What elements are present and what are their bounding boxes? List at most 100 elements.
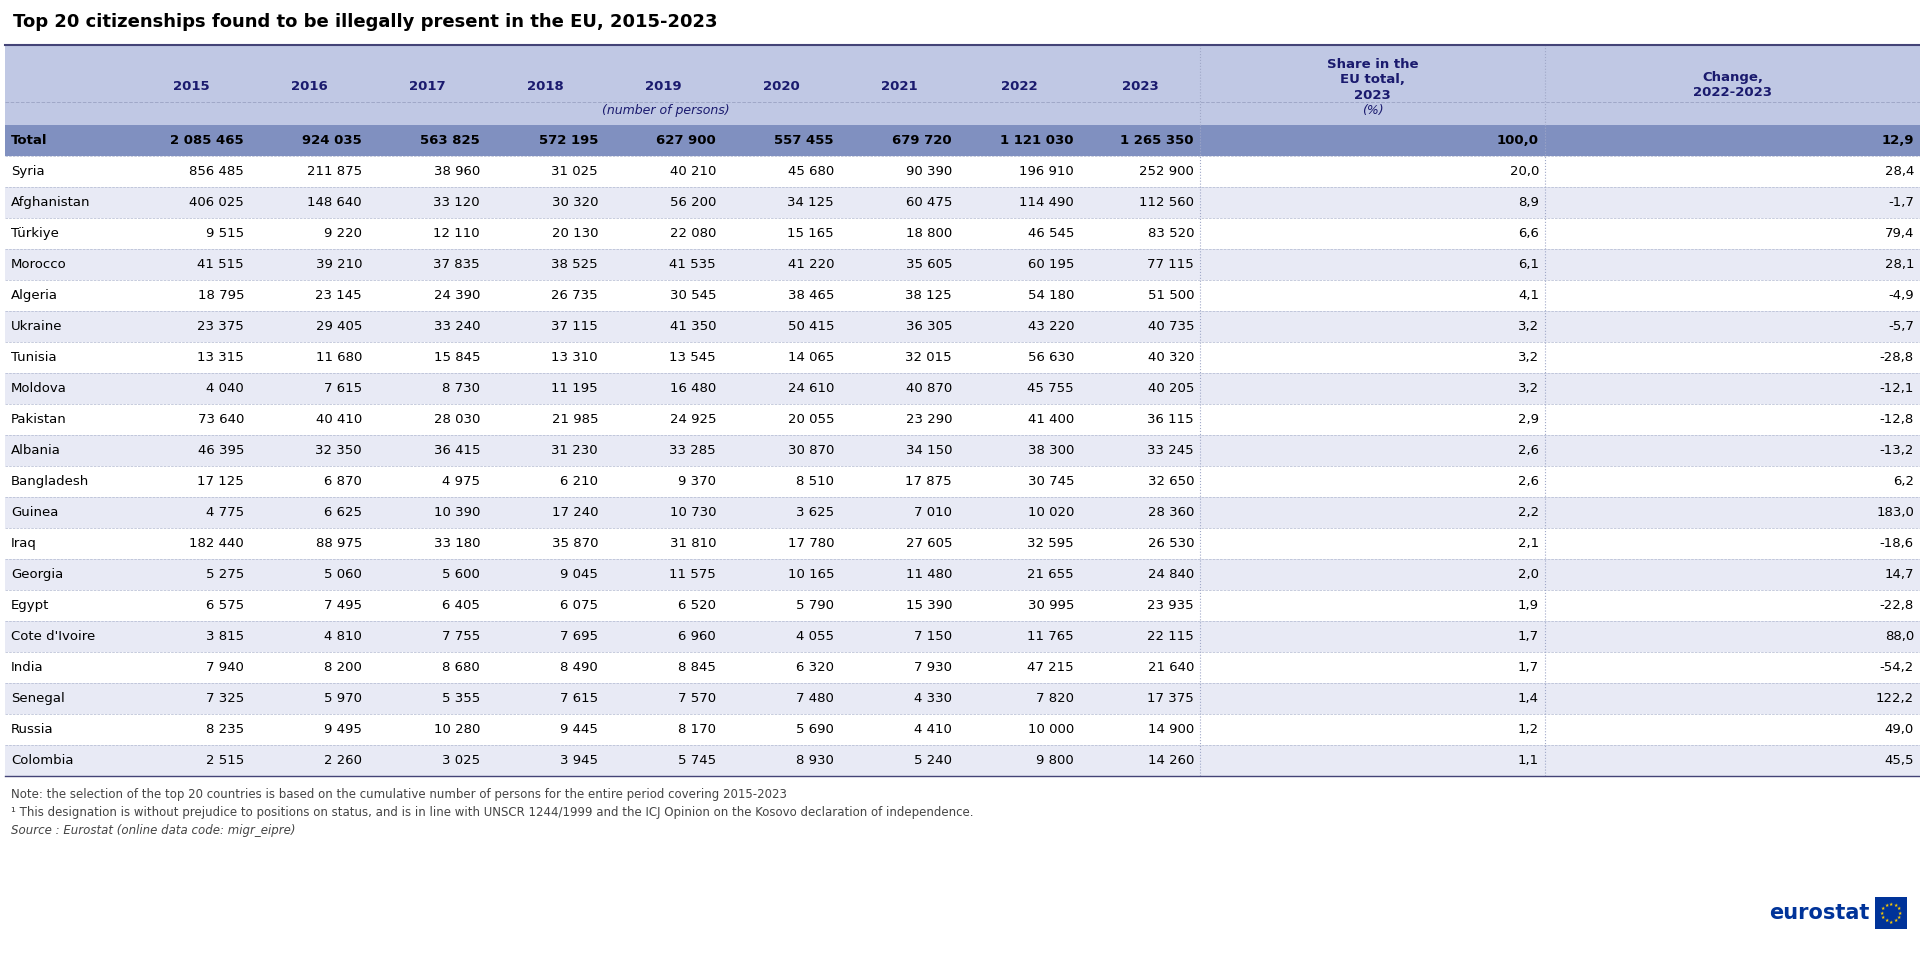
Bar bbox=[1876, 897, 1907, 929]
Text: 6,6: 6,6 bbox=[1519, 227, 1540, 240]
Text: 40 205: 40 205 bbox=[1148, 382, 1194, 395]
Text: 38 125: 38 125 bbox=[906, 289, 952, 302]
Text: 6,2: 6,2 bbox=[1893, 475, 1914, 488]
Text: 11 765: 11 765 bbox=[1027, 630, 1073, 643]
Text: 23 290: 23 290 bbox=[906, 413, 952, 426]
Text: 1,7: 1,7 bbox=[1519, 661, 1540, 674]
Bar bbox=[6, 311, 1920, 342]
Text: 6 320: 6 320 bbox=[797, 661, 833, 674]
Text: 83 520: 83 520 bbox=[1148, 227, 1194, 240]
Text: 30 745: 30 745 bbox=[1027, 475, 1073, 488]
Text: 252 900: 252 900 bbox=[1139, 165, 1194, 178]
Text: 8 930: 8 930 bbox=[797, 754, 833, 767]
Text: 45,5: 45,5 bbox=[1885, 754, 1914, 767]
Text: 36 115: 36 115 bbox=[1148, 413, 1194, 426]
Text: 5 600: 5 600 bbox=[442, 568, 480, 581]
Bar bbox=[6, 187, 1920, 218]
Text: ★: ★ bbox=[1897, 910, 1903, 916]
Text: 2 260: 2 260 bbox=[324, 754, 363, 767]
Text: 22 115: 22 115 bbox=[1148, 630, 1194, 643]
Text: 21 985: 21 985 bbox=[551, 413, 597, 426]
Text: ★: ★ bbox=[1897, 906, 1901, 911]
Bar bbox=[6, 156, 1920, 187]
Text: 13 545: 13 545 bbox=[670, 351, 716, 364]
Text: 7 615: 7 615 bbox=[324, 382, 363, 395]
Text: 40 870: 40 870 bbox=[906, 382, 952, 395]
Text: 32 350: 32 350 bbox=[315, 444, 363, 457]
Text: 2,1: 2,1 bbox=[1519, 537, 1540, 550]
Text: 23 375: 23 375 bbox=[198, 320, 244, 333]
Text: 32 595: 32 595 bbox=[1027, 537, 1073, 550]
Text: 40 735: 40 735 bbox=[1148, 320, 1194, 333]
Text: 79,4: 79,4 bbox=[1885, 227, 1914, 240]
Text: 7 930: 7 930 bbox=[914, 661, 952, 674]
Text: 40 210: 40 210 bbox=[670, 165, 716, 178]
Text: Note: the selection of the top 20 countries is based on the cumulative number of: Note: the selection of the top 20 countr… bbox=[12, 788, 787, 801]
Bar bbox=[6, 218, 1920, 249]
Bar bbox=[6, 652, 1920, 683]
Text: 9 515: 9 515 bbox=[205, 227, 244, 240]
Text: 20,0: 20,0 bbox=[1509, 165, 1540, 178]
Text: 30 870: 30 870 bbox=[787, 444, 833, 457]
Text: 41 220: 41 220 bbox=[787, 258, 833, 271]
Text: -12,1: -12,1 bbox=[1880, 382, 1914, 395]
Text: 11 575: 11 575 bbox=[670, 568, 716, 581]
Text: 563 825: 563 825 bbox=[420, 134, 480, 147]
Text: -22,8: -22,8 bbox=[1880, 599, 1914, 612]
Text: Source : Eurostat (online data code: migr_eipre): Source : Eurostat (online data code: mig… bbox=[12, 824, 296, 837]
Text: -54,2: -54,2 bbox=[1880, 661, 1914, 674]
Text: 28,4: 28,4 bbox=[1885, 165, 1914, 178]
Bar bbox=[6, 559, 1920, 590]
Text: ★: ★ bbox=[1893, 902, 1897, 907]
Bar bbox=[6, 280, 1920, 311]
Text: 26 735: 26 735 bbox=[551, 289, 597, 302]
Bar bbox=[6, 466, 1920, 497]
Text: ★: ★ bbox=[1889, 902, 1893, 906]
Text: 21 655: 21 655 bbox=[1027, 568, 1073, 581]
Bar bbox=[6, 528, 1920, 559]
Text: 2,0: 2,0 bbox=[1519, 568, 1540, 581]
Text: 8,9: 8,9 bbox=[1519, 196, 1540, 209]
Text: 41 515: 41 515 bbox=[198, 258, 244, 271]
Text: 56 200: 56 200 bbox=[670, 196, 716, 209]
Text: 31 025: 31 025 bbox=[551, 165, 597, 178]
Text: (%): (%) bbox=[1361, 104, 1382, 117]
Text: 10 165: 10 165 bbox=[787, 568, 833, 581]
Text: 2 515: 2 515 bbox=[205, 754, 244, 767]
Text: 10 000: 10 000 bbox=[1027, 723, 1073, 736]
Text: 7 495: 7 495 bbox=[324, 599, 363, 612]
Text: 18 800: 18 800 bbox=[906, 227, 952, 240]
Text: 6 625: 6 625 bbox=[324, 506, 363, 519]
Text: 45 755: 45 755 bbox=[1027, 382, 1073, 395]
Text: 23 145: 23 145 bbox=[315, 289, 363, 302]
Text: Türkiye: Türkiye bbox=[12, 227, 60, 240]
Text: eurostat: eurostat bbox=[1770, 903, 1870, 923]
Text: 50 415: 50 415 bbox=[787, 320, 833, 333]
Text: 21 640: 21 640 bbox=[1148, 661, 1194, 674]
Text: 24 390: 24 390 bbox=[434, 289, 480, 302]
Text: 2,2: 2,2 bbox=[1519, 506, 1540, 519]
Bar bbox=[6, 125, 1920, 156]
Text: ★: ★ bbox=[1897, 915, 1901, 920]
Text: 41 400: 41 400 bbox=[1027, 413, 1073, 426]
Text: 28 030: 28 030 bbox=[434, 413, 480, 426]
Text: Pakistan: Pakistan bbox=[12, 413, 67, 426]
Text: Morocco: Morocco bbox=[12, 258, 67, 271]
Text: ★: ★ bbox=[1880, 910, 1884, 916]
Text: 211 875: 211 875 bbox=[307, 165, 363, 178]
Text: 6 405: 6 405 bbox=[442, 599, 480, 612]
Bar bbox=[6, 249, 1920, 280]
Text: Tunisia: Tunisia bbox=[12, 351, 56, 364]
Text: 8 510: 8 510 bbox=[797, 475, 833, 488]
Text: 2016: 2016 bbox=[290, 80, 328, 94]
Text: -18,6: -18,6 bbox=[1880, 537, 1914, 550]
Text: 9 045: 9 045 bbox=[561, 568, 597, 581]
Text: 39 210: 39 210 bbox=[315, 258, 363, 271]
Text: 148 640: 148 640 bbox=[307, 196, 363, 209]
Text: 28 360: 28 360 bbox=[1148, 506, 1194, 519]
Text: 3,2: 3,2 bbox=[1519, 320, 1540, 333]
Text: 9 800: 9 800 bbox=[1037, 754, 1073, 767]
Text: 45 680: 45 680 bbox=[787, 165, 833, 178]
Text: 29 405: 29 405 bbox=[315, 320, 363, 333]
Text: 30 545: 30 545 bbox=[670, 289, 716, 302]
